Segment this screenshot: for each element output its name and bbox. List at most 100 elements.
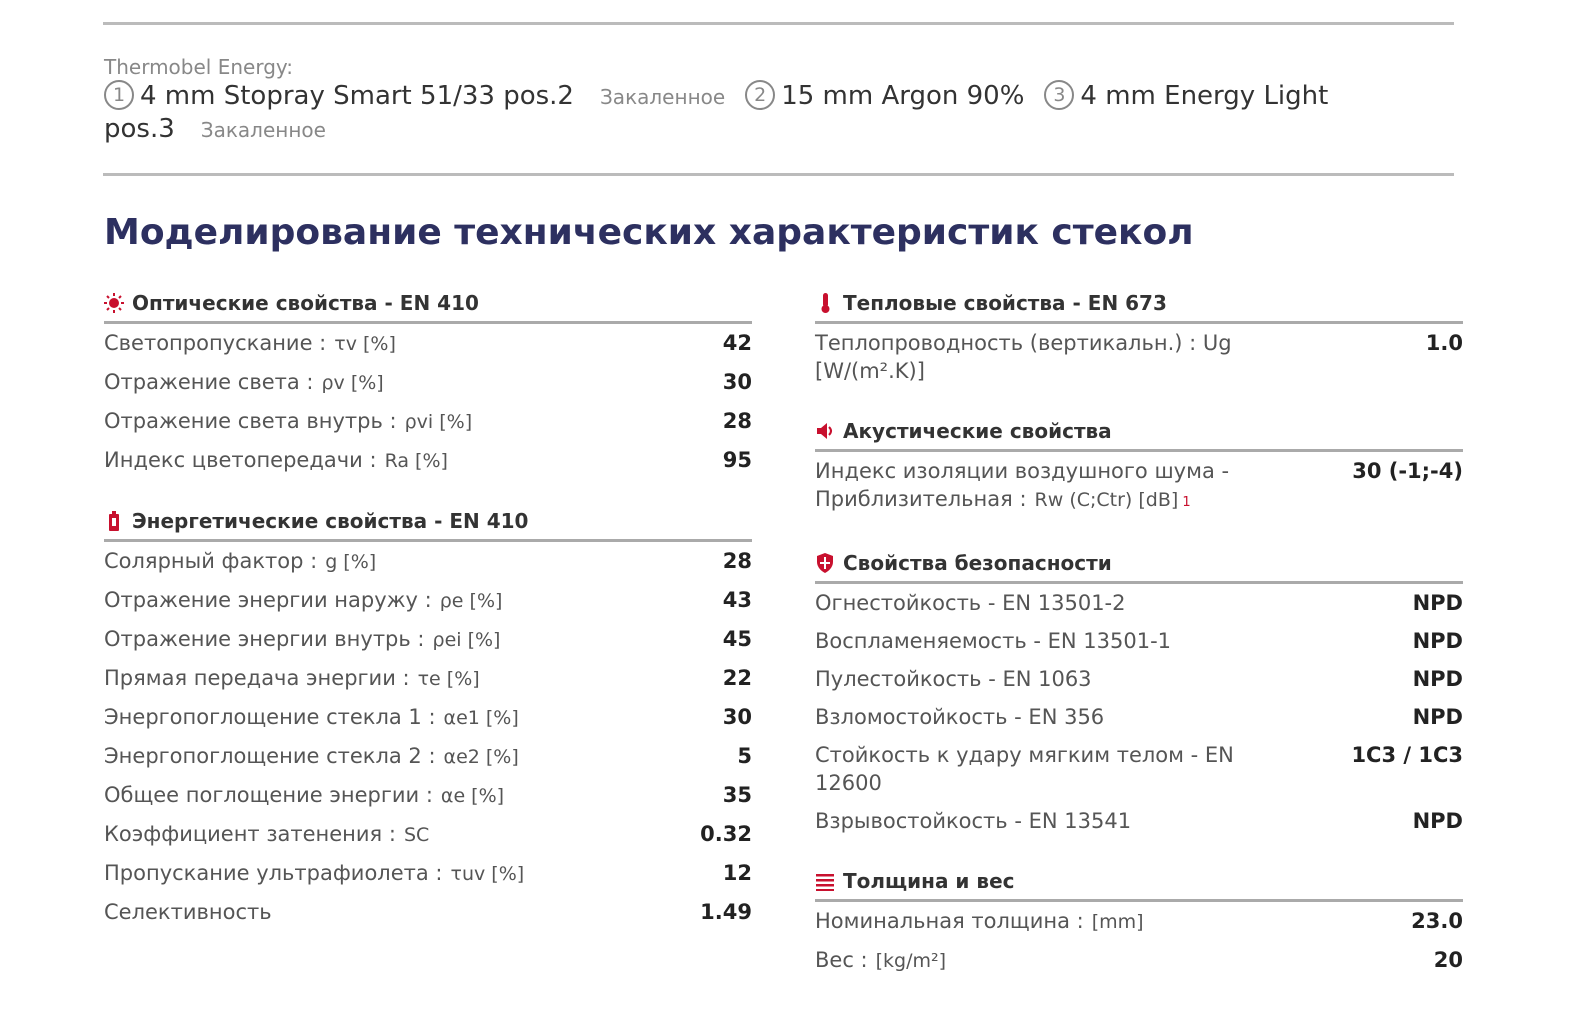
label-text: Коэффициент затенения : <box>104 822 396 846</box>
property-label: Светопропускание : τv [%] <box>104 329 396 358</box>
label-text: Теплопроводность (вертикальн.) : Ug [W/(… <box>815 331 1232 383</box>
property-label: Индекс изоляции воздушного шума - Прибли… <box>815 457 1285 517</box>
param: τuv [%] <box>450 863 525 885</box>
property-row: Пулестойкость - EN 1063 NPD <box>815 660 1463 698</box>
composition-label: Thermobel Energy: <box>104 55 294 79</box>
item-text: 4 mm Stopray Smart 51/33 pos.2 <box>140 81 574 111</box>
label-text: Индекс изоляции воздушного шума - Прибли… <box>815 459 1230 511</box>
item-number: 3 <box>1044 80 1075 110</box>
property-label: Воспламеняемость - EN 13501-1 <box>815 627 1171 655</box>
property-label: Коэффициент затенения : SC <box>104 820 429 849</box>
section-header: Оптические свойства - EN 410 <box>104 285 752 324</box>
property-row: Светопропускание : τv [%] 42 <box>104 324 752 363</box>
property-row: Селективность 1.49 <box>104 893 752 931</box>
item-number: 1 <box>104 80 134 110</box>
label-text: Пропускание ультрафиолета : <box>104 861 443 885</box>
property-row: Энергопоглощение стекла 1 : αe1 [%] 30 <box>104 698 752 737</box>
property-value: 45 <box>722 627 752 651</box>
property-label: Пулестойкость - EN 1063 <box>815 665 1092 693</box>
property-value: 43 <box>722 588 752 612</box>
param: g [%] <box>325 551 377 573</box>
property-label: Солярный фактор : g [%] <box>104 547 376 576</box>
property-row: Взломостойкость - EN 356 NPD <box>815 698 1463 736</box>
section: Тепловые свойства - EN 673 Теплопроводнос… <box>815 285 1463 390</box>
section-icon <box>817 553 833 573</box>
property-label: Огнестойкость - EN 13501-2 <box>815 589 1126 617</box>
param: τe [%] <box>417 668 480 690</box>
section-icon <box>104 293 124 313</box>
property-row: Энергопоглощение стекла 2 : αe2 [%] 5 <box>104 737 752 776</box>
section-icon <box>109 511 119 531</box>
label-text: Взрывостойкость - EN 13541 <box>815 809 1132 833</box>
label-text: Энергопоглощение стекла 1 : <box>104 705 436 729</box>
label-text: Номинальная толщина : <box>815 909 1084 933</box>
column: Оптические свойства - EN 410 Светопропуск… <box>104 285 752 954</box>
label-text: Энергопоглощение стекла 2 : <box>104 744 436 768</box>
label-text: Светопропускание : <box>104 331 327 355</box>
param: αe1 [%] <box>443 707 519 729</box>
label-text: Индекс цветопередачи : <box>104 448 377 472</box>
param: αe2 [%] <box>443 746 519 768</box>
property-label: Индекс цветопередачи : Ra [%] <box>104 446 448 475</box>
param: ρvi [%] <box>404 411 473 433</box>
property-label: Энергопоглощение стекла 1 : αe1 [%] <box>104 703 519 732</box>
section-title: Энергетические свойства - EN 410 <box>132 509 529 533</box>
property-value: NPD <box>1412 591 1463 615</box>
property-label: Отражение света : ρv [%] <box>104 368 384 397</box>
param: αe [%] <box>440 785 505 807</box>
label-text: Пулестойкость - EN 1063 <box>815 667 1092 691</box>
param: SC <box>403 824 430 846</box>
property-row: Солярный фактор : g [%] 28 <box>104 542 752 581</box>
property-value: NPD <box>1412 705 1463 729</box>
property-row: Отражение света : ρv [%] 30 <box>104 363 752 402</box>
property-label: Прямая передача энергии : τe [%] <box>104 664 480 693</box>
divider <box>103 173 1454 176</box>
label-text: Солярный фактор : <box>104 549 318 573</box>
item-note: Закаленное <box>599 85 726 109</box>
label-text: Воспламеняемость - EN 13501-1 <box>815 629 1172 653</box>
section: Энергетические свойства - EN 410 Солярный… <box>104 503 752 931</box>
label-text: Взломостойкость - EN 356 <box>815 705 1105 729</box>
property-value: NPD <box>1412 809 1463 833</box>
property-row: Вес : [kg/m²] 20 <box>815 941 1463 980</box>
param: ρv [%] <box>321 372 384 394</box>
param: ρei [%] <box>432 629 501 651</box>
property-value: 1C3 / 1C3 <box>1351 743 1463 767</box>
property-row: Теплопроводность (вертикальн.) : Ug [W/(… <box>815 324 1463 390</box>
property-label: Теплопроводность (вертикальн.) : Ug [W/(… <box>815 329 1285 385</box>
section-title: Свойства безопасности <box>843 551 1112 575</box>
section-icon <box>821 293 830 313</box>
label-text: Стойкость к удару мягким телом - EN 1260… <box>815 743 1234 795</box>
property-value: 23.0 <box>1411 909 1463 933</box>
property-label: Отражение энергии внутрь : ρei [%] <box>104 625 500 654</box>
param: [mm] <box>1091 911 1144 933</box>
section-header: Толщина и вес <box>815 863 1463 902</box>
property-row: Номинальная толщина : [mm] 23.0 <box>815 902 1463 941</box>
section-header: Акустические свойства <box>815 413 1463 452</box>
property-row: Стойкость к удару мягким телом - EN 1260… <box>815 736 1463 802</box>
property-row: Воспламеняемость - EN 13501-1 NPD <box>815 622 1463 660</box>
section-title: Оптические свойства - EN 410 <box>132 291 479 315</box>
label-text: Отражение света внутрь : <box>104 409 397 433</box>
section-title: Акустические свойства <box>843 419 1112 443</box>
label-text: Общее поглощение энергии : <box>104 783 433 807</box>
label-text: Огнестойкость - EN 13501-2 <box>815 591 1126 615</box>
property-label: Номинальная толщина : [mm] <box>815 907 1144 936</box>
property-row: Пропускание ультрафиолета : τuv [%] 12 <box>104 854 752 893</box>
property-label: Отражение света внутрь : ρvi [%] <box>104 407 472 436</box>
label-text: Вес : <box>815 948 868 972</box>
property-row: Коэффициент затенения : SC 0.32 <box>104 815 752 854</box>
section-icon <box>816 874 834 891</box>
param: Ra [%] <box>384 450 448 472</box>
property-value: 30 (-1;-4) <box>1352 459 1463 483</box>
property-row: Прямая передача энергии : τe [%] 22 <box>104 659 752 698</box>
property-label: Вес : [kg/m²] <box>815 946 946 975</box>
property-row: Индекс изоляции воздушного шума - Прибли… <box>815 452 1463 522</box>
section-header: Свойства безопасности <box>815 545 1463 584</box>
property-label: Взломостойкость - EN 356 <box>815 703 1104 731</box>
property-label: Общее поглощение энергии : αe [%] <box>104 781 504 810</box>
section: Акустические свойства Индекс изоляции воз… <box>815 413 1463 522</box>
